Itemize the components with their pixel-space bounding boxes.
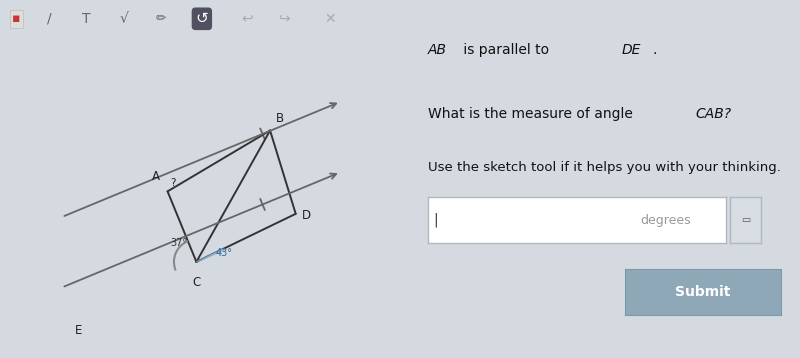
Text: E: E bbox=[75, 324, 82, 337]
Text: B: B bbox=[276, 112, 284, 125]
Text: ✏: ✏ bbox=[155, 12, 166, 25]
Text: ?: ? bbox=[170, 178, 176, 188]
Text: .: . bbox=[653, 43, 657, 57]
Text: √: √ bbox=[119, 12, 128, 26]
Text: ✕: ✕ bbox=[324, 12, 335, 26]
Text: ↪: ↪ bbox=[278, 12, 290, 26]
Text: CAB?: CAB? bbox=[695, 107, 731, 121]
Text: ▪: ▪ bbox=[12, 12, 21, 25]
Text: AB: AB bbox=[427, 43, 446, 57]
Text: T: T bbox=[82, 12, 90, 26]
Text: D: D bbox=[302, 209, 311, 222]
Text: A: A bbox=[151, 170, 159, 183]
Text: 37°: 37° bbox=[170, 238, 187, 248]
Text: DE: DE bbox=[622, 43, 641, 57]
Text: 43°: 43° bbox=[216, 248, 233, 258]
Text: Submit: Submit bbox=[675, 285, 730, 299]
Text: |: | bbox=[434, 213, 438, 227]
Text: Use the sketch tool if it helps you with your thinking.: Use the sketch tool if it helps you with… bbox=[427, 161, 780, 174]
Text: ↺: ↺ bbox=[195, 11, 208, 26]
Text: degrees: degrees bbox=[640, 214, 690, 227]
Polygon shape bbox=[196, 249, 223, 262]
Text: ▭: ▭ bbox=[741, 215, 750, 225]
Text: C: C bbox=[192, 276, 201, 289]
Text: /: / bbox=[47, 12, 52, 26]
Text: What is the measure of angle: What is the measure of angle bbox=[427, 107, 637, 121]
Text: is parallel to: is parallel to bbox=[458, 43, 553, 57]
Text: ↩: ↩ bbox=[242, 12, 253, 26]
